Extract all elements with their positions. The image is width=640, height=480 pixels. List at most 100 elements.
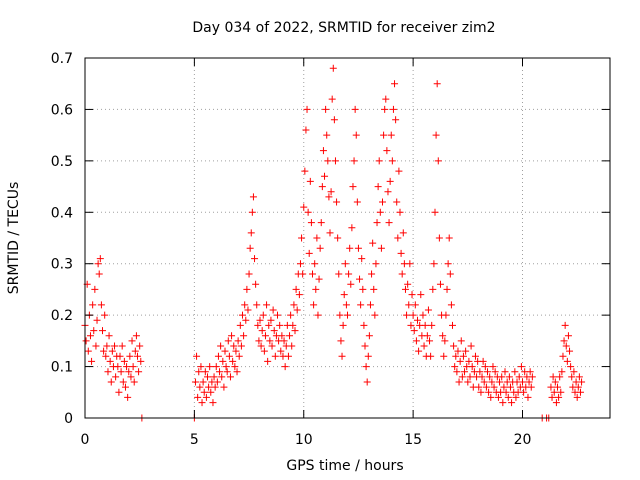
data-point	[205, 383, 213, 391]
data-point	[93, 316, 101, 324]
data-point	[251, 255, 259, 263]
data-point	[528, 373, 536, 381]
data-point	[432, 131, 440, 139]
data-point	[197, 363, 205, 371]
data-point	[213, 378, 221, 386]
data-point	[326, 229, 334, 237]
data-point	[196, 383, 204, 391]
data-point	[204, 373, 211, 381]
data-point	[412, 337, 420, 345]
data-point	[381, 105, 389, 113]
data-point	[120, 357, 128, 365]
data-point	[244, 306, 252, 314]
data-point	[388, 157, 396, 165]
data-point	[304, 208, 312, 216]
data-point	[212, 363, 220, 371]
data-point	[99, 327, 106, 335]
data-point	[230, 342, 238, 350]
data-point	[209, 399, 217, 407]
data-point	[484, 368, 491, 376]
data-point	[442, 311, 450, 319]
data-point	[352, 131, 360, 139]
data-point	[345, 270, 353, 278]
y-axis-label: SRMTID / TECUs	[6, 182, 22, 295]
data-point	[441, 337, 449, 345]
data-point	[200, 388, 208, 396]
y-tick-label: 0.7	[51, 51, 73, 67]
data-point	[555, 393, 563, 401]
data-point	[232, 347, 240, 355]
data-point	[369, 239, 377, 247]
data-point	[330, 116, 338, 124]
data-point	[451, 363, 459, 371]
data-point	[106, 357, 114, 365]
data-point	[435, 234, 443, 242]
x-tick-label: 20	[514, 432, 532, 448]
data-point	[121, 383, 129, 391]
data-point	[370, 285, 378, 293]
data-point	[194, 393, 202, 401]
chart-title: Day 034 of 2022, SRMTID for receiver zim…	[192, 20, 495, 36]
y-tick-label: 0.2	[51, 308, 73, 324]
data-point	[430, 260, 438, 268]
data-point	[97, 301, 105, 309]
data-point	[134, 352, 141, 360]
data-point	[289, 321, 297, 329]
data-point	[490, 383, 498, 391]
data-point	[221, 347, 229, 355]
data-point	[377, 244, 385, 252]
data-point	[431, 208, 439, 216]
data-point	[216, 368, 224, 376]
data-point	[292, 285, 300, 293]
data-point	[322, 105, 330, 113]
data-point	[301, 167, 309, 175]
data-point	[419, 311, 427, 319]
data-point	[382, 95, 390, 103]
data-point	[270, 327, 278, 335]
data-point	[356, 275, 364, 283]
data-point	[567, 363, 575, 371]
y-tick-label: 0	[64, 411, 73, 427]
data-point	[337, 337, 345, 345]
data-point	[296, 260, 304, 268]
data-point	[311, 260, 319, 268]
data-point	[466, 373, 474, 381]
data-point	[439, 332, 447, 340]
data-point	[284, 352, 292, 360]
data-point	[559, 352, 567, 360]
data-point	[366, 301, 374, 309]
data-point	[86, 332, 94, 340]
data-point	[405, 301, 413, 309]
data-point	[260, 347, 268, 355]
data-point	[424, 306, 432, 314]
data-point	[453, 368, 461, 376]
data-point	[124, 393, 132, 401]
data-point	[303, 105, 311, 113]
data-point	[199, 378, 207, 386]
data-point	[491, 368, 499, 376]
data-point	[444, 260, 452, 268]
data-point	[206, 363, 214, 371]
data-point	[526, 368, 534, 376]
data-point	[228, 332, 236, 340]
data-point	[338, 352, 346, 360]
data-point	[478, 373, 486, 381]
data-point	[240, 332, 248, 340]
data-point	[351, 105, 359, 113]
data-point	[396, 208, 404, 216]
data-point	[324, 157, 332, 165]
x-tick-label: 15	[404, 432, 422, 448]
data-point	[313, 234, 321, 242]
data-point	[335, 270, 343, 278]
data-point	[274, 311, 281, 319]
data-point	[574, 383, 582, 391]
data-point	[258, 327, 266, 335]
data-point	[315, 275, 323, 283]
data-point	[318, 183, 326, 191]
data-point	[132, 332, 140, 340]
data-point	[202, 393, 210, 401]
data-point	[374, 183, 382, 191]
data-point	[556, 373, 564, 381]
data-point	[235, 352, 243, 360]
